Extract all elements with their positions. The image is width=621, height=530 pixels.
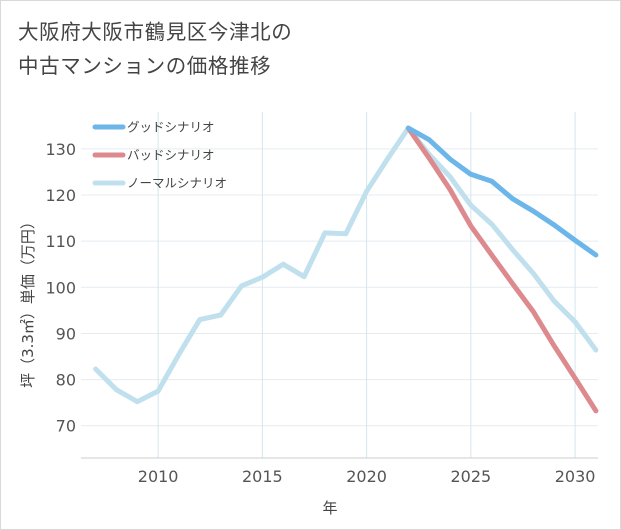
tick-labels: 70 80 90 100 110 120 130 2010 2015 2020 2025 2030 <box>45 140 595 486</box>
legend-label-bad: バッドシナリオ <box>127 148 215 163</box>
legend-label-normal: ノーマルシナリオ <box>127 176 227 191</box>
chart-title-line-1: 大阪府大阪市鶴見区今津北の <box>18 20 293 44</box>
y-tick-label-110: 110 <box>45 232 76 251</box>
y-axis-title: 坪（3.3㎡）単価（万円） <box>19 214 37 388</box>
series-line-bad <box>405 125 599 414</box>
x-tick-label-2020: 2020 <box>346 467 387 486</box>
y-tick-label-90: 90 <box>56 324 76 343</box>
x-tick-label-2015: 2015 <box>242 467 283 486</box>
x-axis-title: 年 <box>322 499 337 517</box>
series-line-good <box>405 125 599 258</box>
x-tick-label-2010: 2010 <box>138 467 179 486</box>
y-tick-label-70: 70 <box>56 417 76 436</box>
y-tick-label-100: 100 <box>45 278 76 297</box>
y-tick-label-130: 130 <box>45 140 76 159</box>
y-tick-label-120: 120 <box>45 186 76 205</box>
legend-label-good: グッドシナリオ <box>127 120 215 135</box>
x-tick-label-2025: 2025 <box>450 467 491 486</box>
series-line-normal <box>93 125 599 405</box>
x-tick-label-2030: 2030 <box>555 467 596 486</box>
chart-title-line-2: 中古マンションの価格推移 <box>18 54 272 78</box>
grid <box>81 112 598 458</box>
series-lines <box>93 125 599 414</box>
chart-title: 大阪府大阪市鶴見区今津北の 中古マンションの価格推移 <box>18 15 292 83</box>
y-tick-label-80: 80 <box>56 371 76 390</box>
